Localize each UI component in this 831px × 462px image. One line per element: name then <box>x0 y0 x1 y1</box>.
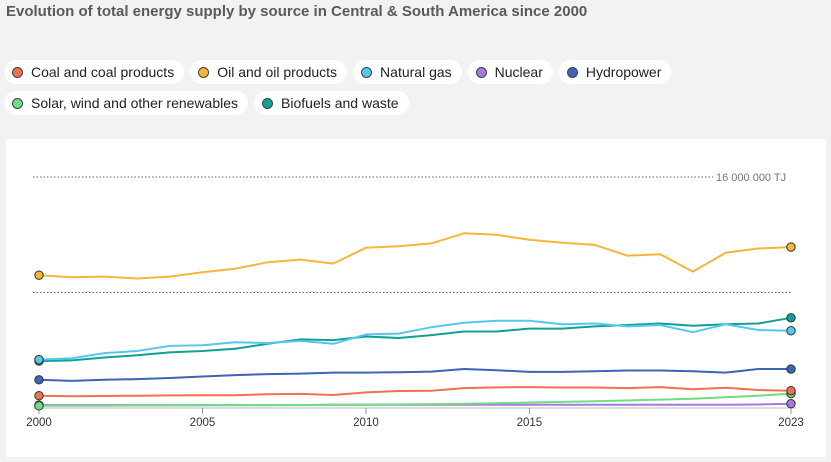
series-end-point-biofuels-and-waste <box>786 313 796 323</box>
legend-swatch-icon <box>12 66 23 78</box>
chart-title: Evolution of total energy supply by sour… <box>6 3 588 20</box>
series-start-point-solar-wind-and-other-renewables <box>34 401 44 411</box>
legend-swatch-icon <box>566 66 578 78</box>
legend-swatch-icon <box>198 66 210 78</box>
legend-label: Oil and oil products <box>217 64 338 80</box>
legend-label: Natural gas <box>380 64 452 80</box>
series-start-point-natural-gas <box>34 354 44 365</box>
legend-label: Biofuels and waste <box>281 95 399 111</box>
series-start-point-hydropower <box>34 375 44 385</box>
series-end-point-hydropower <box>786 364 796 374</box>
legend-item-biofuels-and-waste[interactable]: Biofuels and waste <box>254 91 409 115</box>
legend-item-hydropower[interactable]: Hydropower <box>558 60 672 84</box>
legend-swatch-icon <box>262 97 274 109</box>
chart-card: 16 000 000 TJ 2000 2005 2010 2015 2023 <box>6 139 826 457</box>
series-line-biofuels-and-waste <box>38 316 792 363</box>
series-start-point-coal-and-coal-products <box>34 391 44 401</box>
series-start-point-oil-and-oil-products <box>34 270 44 280</box>
series-end-point-natural-gas <box>786 326 796 336</box>
legend-label: Hydropower <box>585 64 662 80</box>
series-line-natural-gas <box>38 319 792 361</box>
x-tick-label: 2010 <box>353 417 379 429</box>
series-line-oil-and-oil-products <box>38 232 792 280</box>
reference-line-label: 16 000 000 TJ <box>716 172 786 184</box>
legend-item-oil-and-oil-products[interactable]: Oil and oil products <box>190 60 348 84</box>
legend-swatch-icon <box>361 66 373 78</box>
legend: Coal and coal products Oil and oil produc… <box>4 60 704 115</box>
legend-item-solar-wind-and-other-renewables[interactable]: Solar, wind and other renewables <box>4 91 249 115</box>
line-chart: 16 000 000 TJ 2000 2005 2010 2015 2023 <box>26 172 804 429</box>
legend-label: Nuclear <box>494 64 543 80</box>
series-line-coal-and-coal-products <box>38 386 792 398</box>
legend-label: Coal and coal products <box>31 64 175 80</box>
legend-swatch-icon <box>475 66 487 78</box>
x-tick-label: 2000 <box>26 417 52 429</box>
legend-label: Solar, wind and other renewables <box>31 95 239 111</box>
x-tick-label: 2023 <box>778 417 804 429</box>
legend-item-natural-gas[interactable]: Natural gas <box>353 60 462 84</box>
series-line-solar-wind-and-other-renewables <box>38 392 792 407</box>
legend-item-nuclear[interactable]: Nuclear <box>467 60 553 84</box>
legend-item-coal-and-coal-products[interactable]: Coal and coal products <box>4 60 185 84</box>
series-end-point-oil-and-oil-products <box>786 242 796 252</box>
x-tick-label: 2015 <box>517 417 543 429</box>
legend-swatch-icon <box>12 97 23 109</box>
x-tick-label: 2005 <box>190 417 216 429</box>
series-line-hydropower <box>38 368 792 382</box>
series-end-point-coal-and-coal-products <box>786 385 796 396</box>
series-end-point-nuclear <box>786 398 796 409</box>
